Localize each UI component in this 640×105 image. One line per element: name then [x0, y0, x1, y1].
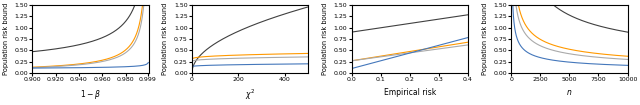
Y-axis label: Population risk bound: Population risk bound	[163, 3, 168, 75]
X-axis label: $n$: $n$	[566, 88, 573, 97]
X-axis label: $1 - \beta$: $1 - \beta$	[80, 88, 100, 101]
Y-axis label: Population risk bound: Population risk bound	[322, 3, 328, 75]
Y-axis label: Population risk bound: Population risk bound	[3, 3, 9, 75]
X-axis label: $\chi^2$: $\chi^2$	[245, 88, 255, 102]
Y-axis label: Population risk bound: Population risk bound	[482, 3, 488, 75]
X-axis label: Empirical risk: Empirical risk	[383, 88, 436, 97]
